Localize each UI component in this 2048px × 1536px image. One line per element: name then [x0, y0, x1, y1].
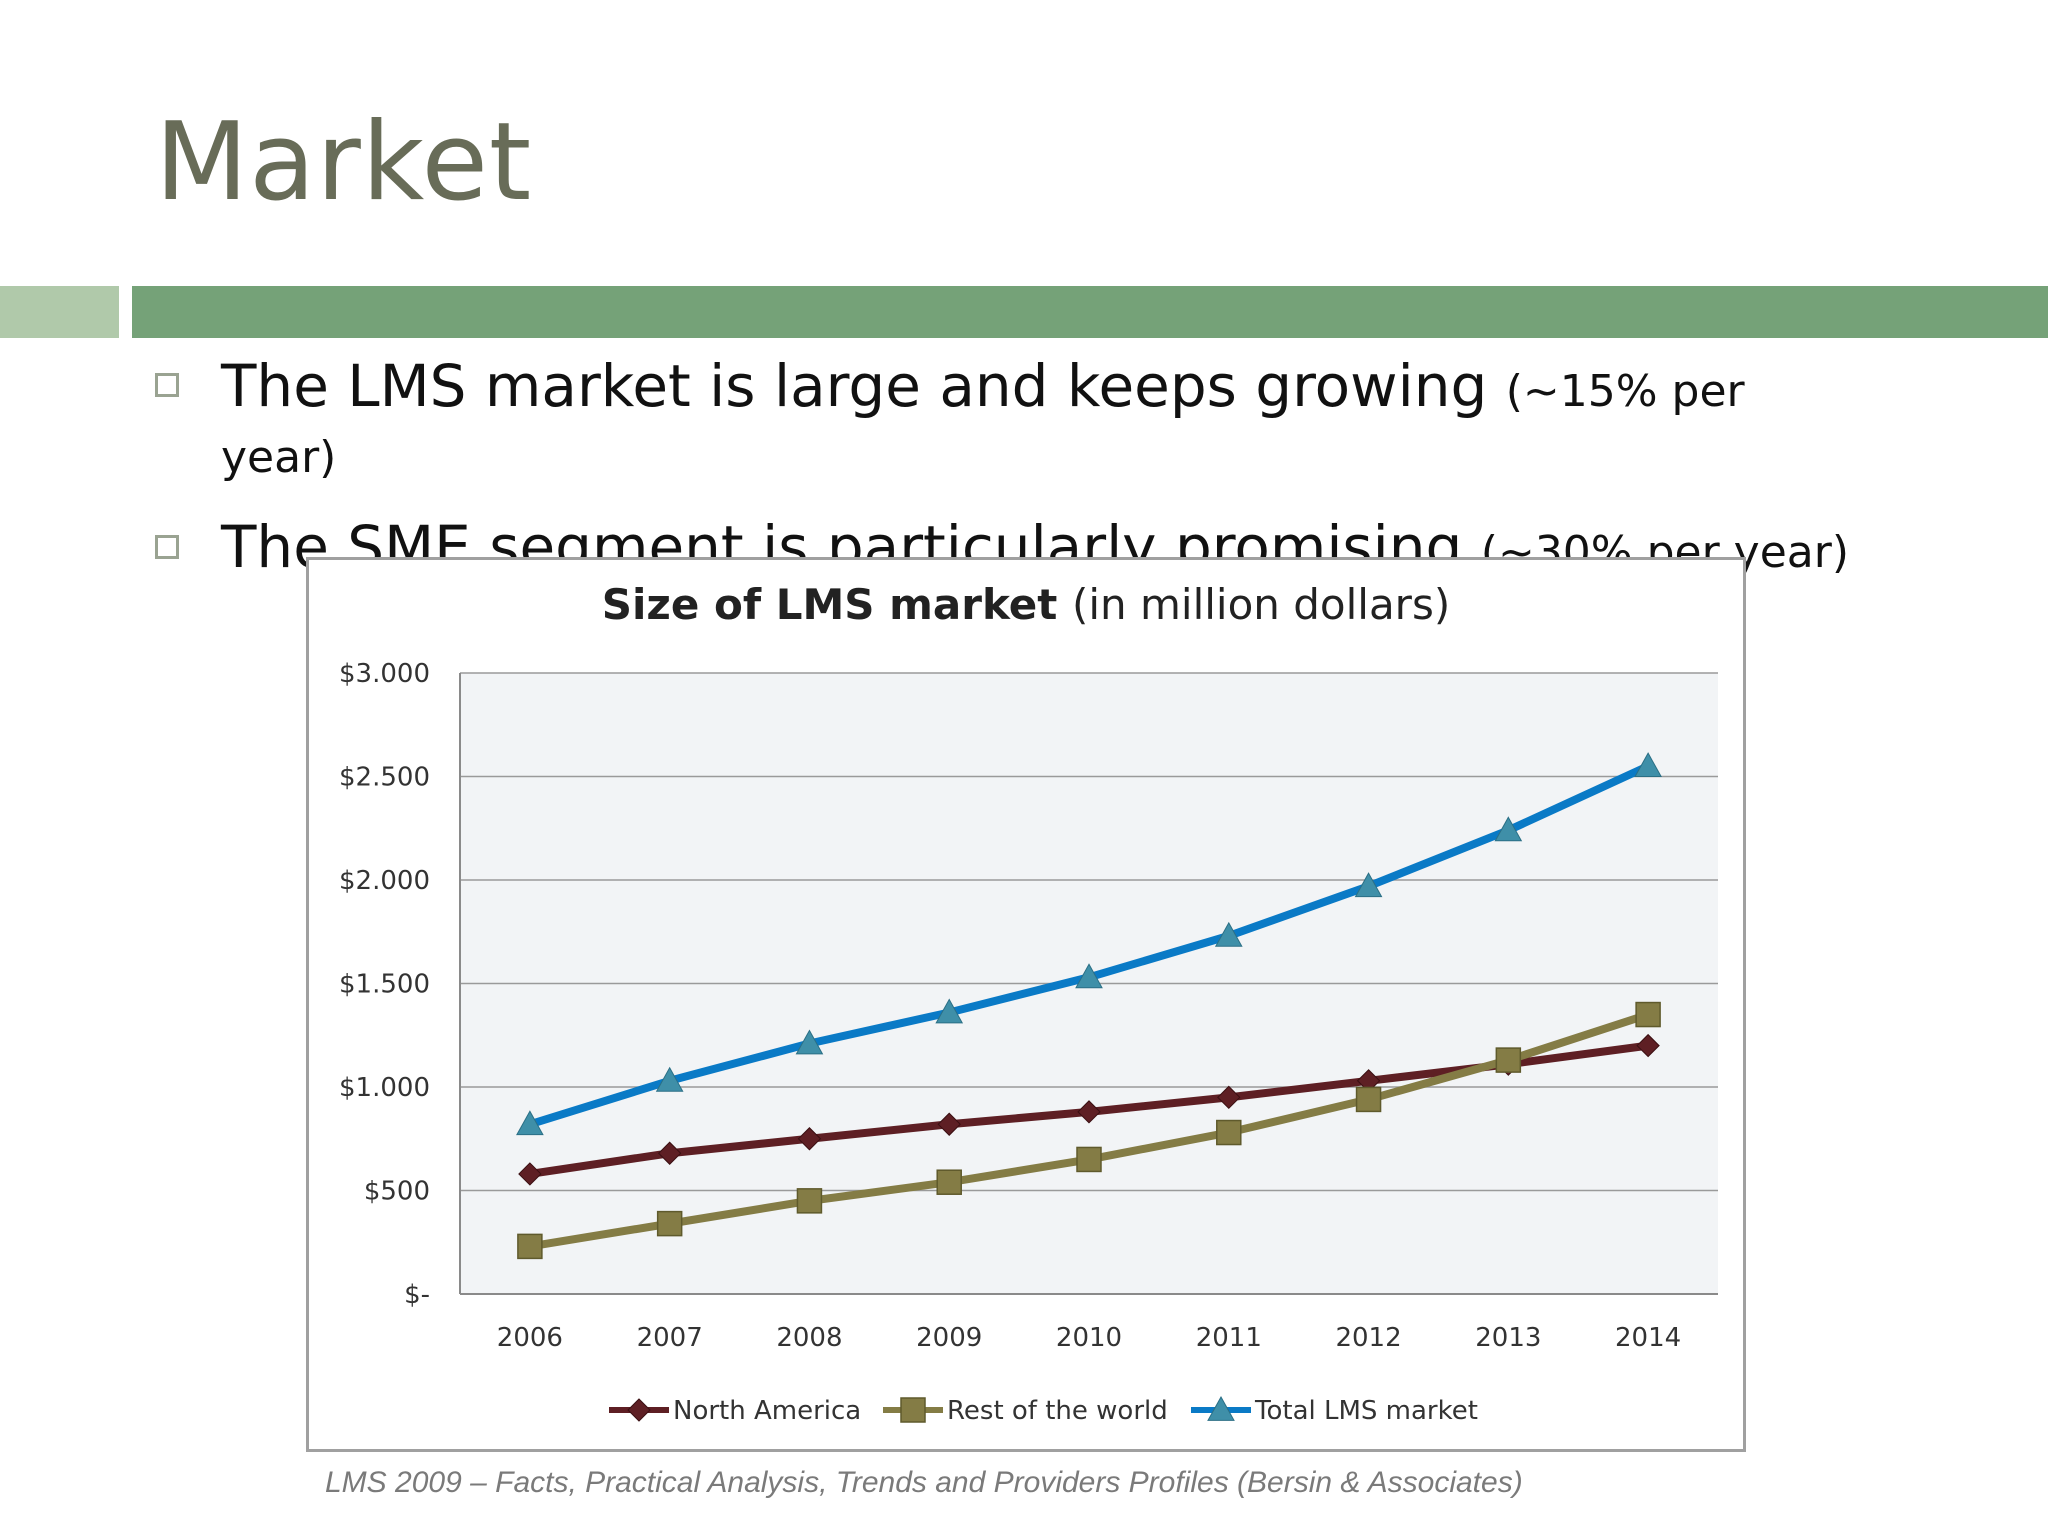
- legend-marker: [627, 1398, 651, 1422]
- legend-label: Total LMS market: [1254, 1396, 1478, 1426]
- y-tick-label: $-: [404, 1280, 430, 1310]
- chart-title-rest: (in million dollars): [1071, 580, 1451, 629]
- line-chart: $- $500 $1.000 $1.500 $2.000 $2.500 $3.000 2006…: [339, 659, 1718, 1426]
- bullet-1-note-cont: year): [221, 432, 337, 483]
- data-point-0: [797, 1127, 822, 1151]
- bullet-1-main: The LMS market is large and keeps growin…: [221, 352, 1488, 420]
- chart-title: Size of LMS market (in million dollars): [309, 580, 1743, 629]
- bullet-1: The LMS market is large and keeps growin…: [221, 352, 1745, 420]
- accent-bar-left: [0, 286, 119, 338]
- y-tick-label: $500: [364, 1177, 430, 1207]
- x-tick-label: 2006: [497, 1323, 563, 1353]
- chart-frame: Size of LMS market (in million dollars) …: [306, 557, 1746, 1452]
- data-point-1: [517, 1233, 543, 1260]
- chart-title-bold: Size of LMS market: [601, 580, 1058, 629]
- data-point-2: [795, 1029, 824, 1055]
- data-point-1: [656, 1210, 683, 1237]
- bullet-1-note: (~15% per: [1505, 366, 1745, 417]
- legend-label: Rest of the world: [947, 1396, 1168, 1426]
- accent-bar: [132, 286, 2048, 338]
- x-tick-label: 2007: [637, 1323, 703, 1353]
- data-point-2: [655, 1066, 684, 1092]
- data-point-1: [936, 1169, 962, 1195]
- source-citation: LMS 2009 – Facts, Practical Analysis, Tr…: [325, 1466, 1523, 1499]
- data-point-1: [1076, 1146, 1102, 1173]
- x-tick-label: 2011: [1196, 1323, 1262, 1353]
- legend-label: North America: [673, 1396, 861, 1426]
- y-tick-label: $1.000: [339, 1073, 430, 1103]
- legend-marker: [1207, 1395, 1235, 1421]
- data-point-1: [1635, 1001, 1661, 1028]
- slide-title: Market: [155, 100, 533, 225]
- data-point-1: [796, 1188, 823, 1214]
- legend-marker: [900, 1397, 926, 1423]
- data-point-1: [1495, 1047, 1522, 1073]
- data-point-0: [657, 1141, 682, 1165]
- data-point-2: [1354, 872, 1383, 898]
- data-point-2: [935, 998, 964, 1024]
- bullet-square-icon: [155, 373, 179, 397]
- data-point-2: [1214, 921, 1243, 947]
- y-tick-label: $1.500: [339, 970, 430, 1000]
- x-tick-label: 2012: [1335, 1323, 1401, 1353]
- x-tick-label: 2009: [916, 1323, 982, 1353]
- x-tick-label: 2014: [1615, 1323, 1681, 1353]
- y-tick-label: $2.500: [339, 763, 430, 793]
- data-point-0: [1217, 1085, 1241, 1110]
- data-point-2: [1075, 963, 1103, 989]
- data-point-0: [1636, 1033, 1660, 1058]
- data-point-2: [516, 1110, 544, 1136]
- x-tick-label: 2008: [776, 1323, 842, 1353]
- data-point-0: [1077, 1100, 1101, 1124]
- data-point-0: [518, 1162, 542, 1186]
- data-point-1: [1216, 1119, 1242, 1146]
- data-point-0: [937, 1112, 961, 1136]
- data-point-2: [1494, 816, 1523, 842]
- bullet-square-icon: [155, 535, 179, 559]
- y-tick-label: $3.000: [339, 659, 430, 689]
- data-point-1: [1355, 1086, 1382, 1113]
- data-point-2: [1634, 752, 1662, 778]
- y-tick-label: $2.000: [339, 866, 430, 896]
- x-tick-label: 2010: [1056, 1323, 1122, 1353]
- x-tick-label: 2013: [1475, 1323, 1541, 1353]
